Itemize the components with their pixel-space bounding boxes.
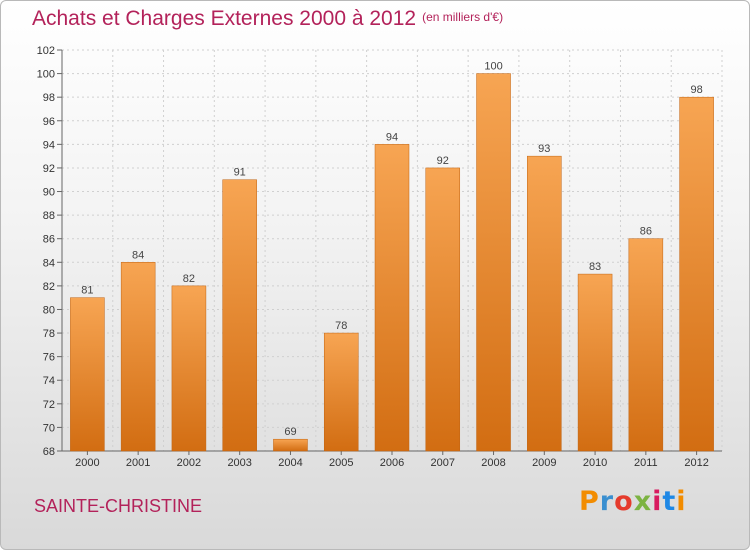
commune-name: SAINTE-CHRISTINE [34,496,203,516]
logo-letter: x [633,486,653,517]
y-tick-label: 96 [43,116,55,128]
proxiti-logo[interactable]: Proxiti [579,486,687,517]
y-tick-label: 68 [43,446,55,458]
y-tick-label: 88 [43,210,55,222]
data-label-2003: 91 [234,167,246,179]
y-tick-label: 72 [43,399,55,411]
x-tick-label-2000: 2000 [75,457,99,469]
x-tick-label-2012: 2012 [684,457,708,469]
y-tick-label: 74 [43,375,55,387]
bar-2009[interactable] [527,155,562,452]
tick-labels: 68 70 72 74 76 78 80 82 84 86 88 90 92 94 96 98 100 102 81… [37,45,709,469]
bar-2001[interactable] [120,262,156,452]
chart-title: Achats et Charges Externes 2000 à 2012 (e… [32,7,503,31]
bar-2011[interactable] [628,238,664,452]
y-tick-label: 100 [37,69,55,81]
bar-2008[interactable] [476,73,511,452]
bar-2006[interactable] [374,144,410,452]
bar-2003[interactable] [222,179,257,452]
y-tick-label: 92 [43,163,55,175]
data-label-2006: 94 [386,131,398,143]
logo-letter: r [599,486,615,517]
chart-title-text: Achats et Charges Externes 2000 à 2012 [32,7,417,30]
x-tick-label-2008: 2008 [481,457,505,469]
data-label-2010: 83 [589,261,601,273]
bar-2000[interactable] [70,297,105,452]
x-tick-label-2009: 2009 [532,457,556,469]
data-label-2004: 69 [284,426,296,438]
y-tick-label: 94 [43,139,55,151]
logo-letter: t [662,486,677,517]
logo-letter: o [614,486,634,517]
bar-2007[interactable] [425,167,461,452]
logo-letter: P [579,486,600,517]
y-tick-label: 80 [43,304,55,316]
bar-2002[interactable] [171,285,207,452]
y-tick-label: 76 [43,352,55,364]
x-tick-label-2001: 2001 [126,457,150,469]
data-label-2005: 78 [335,320,347,332]
data-label-2008: 100 [484,61,502,73]
x-tick-label-2004: 2004 [278,457,302,469]
data-label-2002: 82 [183,273,195,285]
y-tick-label: 84 [43,257,55,269]
data-label-2007: 92 [437,155,449,167]
bars [70,73,714,452]
x-tick-label-2010: 2010 [583,457,607,469]
x-tick-label-2003: 2003 [227,457,251,469]
x-tick-label-2005: 2005 [329,457,353,469]
bar-2005[interactable] [323,332,359,452]
data-label-2001: 84 [132,249,144,261]
logo-letter: i [676,486,687,517]
data-label-2012: 98 [690,84,702,96]
x-tick-label-2002: 2002 [177,457,201,469]
data-label-2000: 81 [81,285,93,297]
y-tick-label: 78 [43,328,55,340]
bar-2004[interactable] [273,438,308,452]
chart-subtitle: (en milliers d'€) [422,10,504,24]
data-label-2009: 93 [538,143,550,155]
y-tick-label: 82 [43,281,55,293]
bar-2012[interactable] [679,96,714,452]
y-tick-label: 70 [43,422,55,434]
y-tick-label: 102 [37,45,55,57]
y-tick-label: 98 [43,92,55,104]
x-tick-label-2007: 2007 [431,457,455,469]
y-tick-label: 90 [43,187,55,199]
x-tick-label-2006: 2006 [380,457,404,469]
logo-letter: i [652,486,663,517]
y-tick-label: 86 [43,234,55,246]
data-label-2011: 86 [640,226,652,238]
x-tick-label-2011: 2011 [634,457,658,469]
bar-2010[interactable] [577,273,613,452]
